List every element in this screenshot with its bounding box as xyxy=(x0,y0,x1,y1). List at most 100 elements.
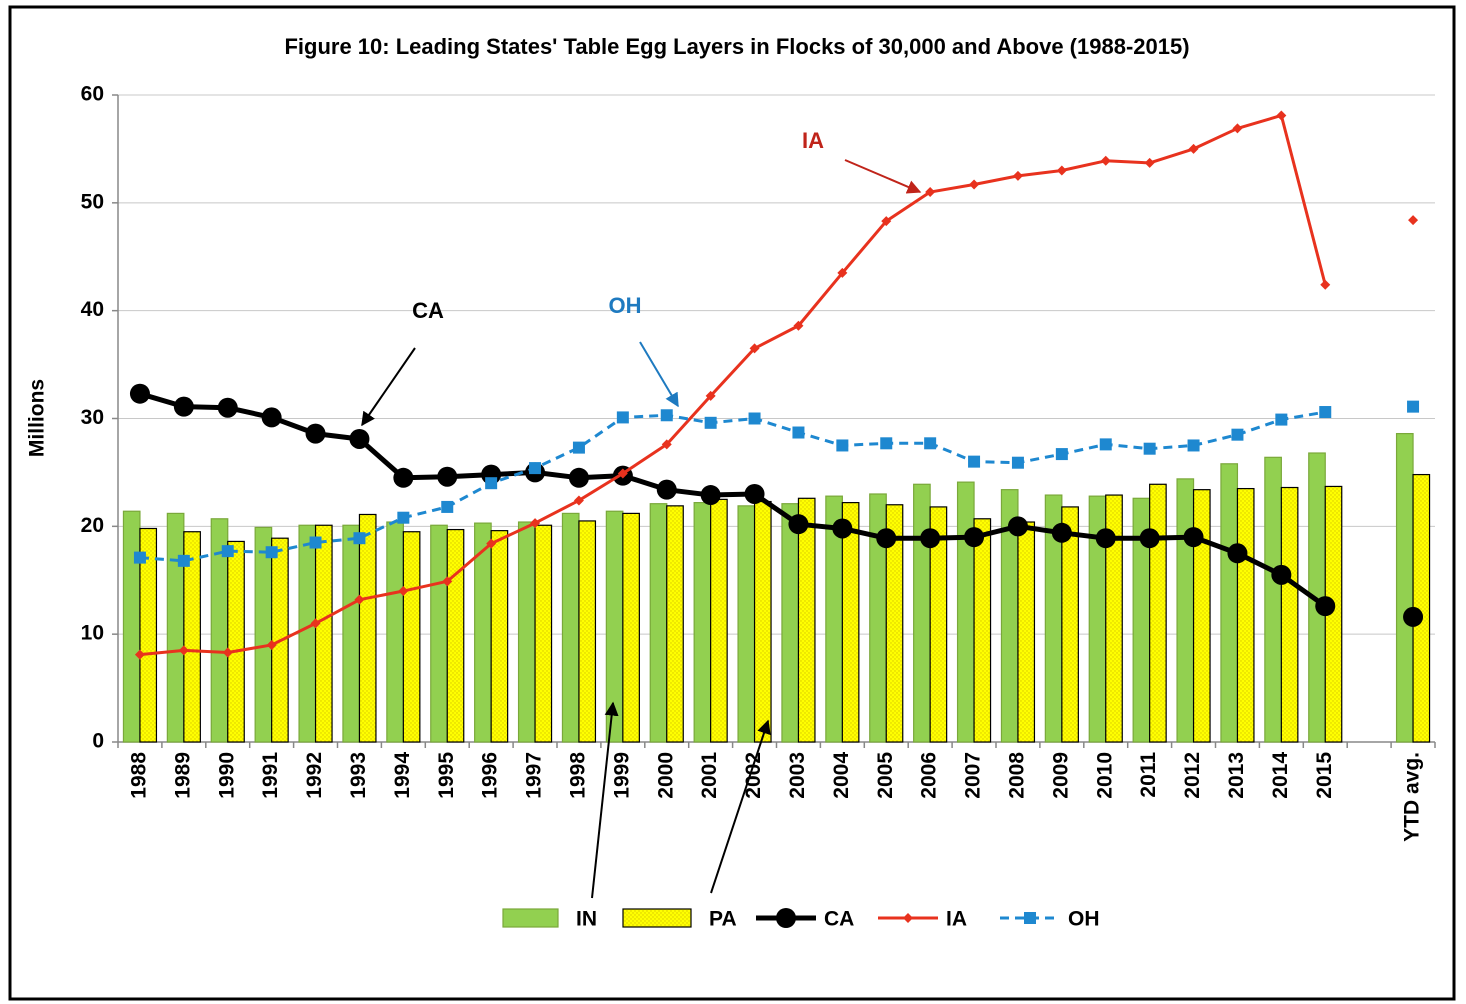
x-tick-label: 2015 xyxy=(1313,752,1336,799)
y-tick-label: 0 xyxy=(92,730,104,753)
point-marker xyxy=(1187,439,1200,452)
point-marker xyxy=(441,500,454,513)
x-tick-label: 1999 xyxy=(610,752,633,799)
x-tick-label: 1990 xyxy=(215,752,238,799)
bar xyxy=(649,503,668,743)
x-tick-label: 2014 xyxy=(1269,752,1292,799)
bar xyxy=(1105,494,1123,743)
bar xyxy=(693,502,712,743)
point-marker xyxy=(836,439,849,452)
point-marker xyxy=(129,383,150,404)
point-marker xyxy=(1144,157,1155,168)
point-marker xyxy=(397,511,410,524)
point-marker xyxy=(1276,110,1287,121)
legend-marker xyxy=(776,908,796,928)
bar xyxy=(1236,487,1255,743)
bar xyxy=(298,524,317,743)
x-tick-label: 1992 xyxy=(303,752,326,799)
point-marker xyxy=(1315,596,1336,617)
point-marker xyxy=(1099,438,1112,451)
bar xyxy=(1220,463,1239,743)
legend-label: IN xyxy=(576,908,597,931)
bar xyxy=(753,500,772,743)
x-tick-label: YTD avg. xyxy=(1401,752,1424,842)
x-tick-label: 2013 xyxy=(1225,752,1248,799)
bar xyxy=(561,512,580,743)
point-marker xyxy=(354,594,365,605)
bar xyxy=(841,502,860,743)
point-marker xyxy=(1320,279,1331,290)
point-marker xyxy=(748,412,761,425)
point-marker xyxy=(1055,448,1068,461)
annotation-arrow xyxy=(591,701,619,899)
point-marker xyxy=(265,546,278,559)
point-marker xyxy=(573,495,584,506)
point-marker xyxy=(924,437,937,450)
legend-swatch xyxy=(502,908,559,928)
point-marker xyxy=(485,477,498,490)
point-marker xyxy=(880,437,893,450)
x-tick-label: 2000 xyxy=(654,752,677,799)
point-marker xyxy=(704,416,717,429)
point-marker xyxy=(1319,406,1332,419)
bar xyxy=(1280,486,1299,743)
point-marker xyxy=(1232,123,1243,134)
x-tick-label: 2005 xyxy=(874,752,897,799)
bar xyxy=(1149,483,1167,743)
point-marker xyxy=(705,390,716,401)
point-marker xyxy=(134,649,145,660)
bar xyxy=(885,504,904,743)
bar xyxy=(227,540,245,743)
x-tick-label: 2002 xyxy=(742,752,765,799)
bar xyxy=(797,497,816,743)
x-tick-label: 2011 xyxy=(1137,752,1160,798)
point-marker xyxy=(1007,516,1028,537)
point-marker xyxy=(876,528,897,549)
point-marker xyxy=(133,551,146,564)
legend-marker xyxy=(1024,912,1036,924)
point-marker xyxy=(793,320,804,331)
annotation: OH xyxy=(609,293,642,318)
x-tick-label: 2003 xyxy=(786,752,809,799)
x-tick-label: 1989 xyxy=(171,752,194,799)
bar xyxy=(1264,456,1282,743)
x-tick-label: 1991 xyxy=(259,752,282,799)
bar xyxy=(929,506,948,743)
point-marker xyxy=(442,576,453,587)
point-marker xyxy=(616,411,629,424)
point-marker xyxy=(749,343,760,354)
point-marker xyxy=(177,554,190,567)
point-marker xyxy=(1271,564,1292,585)
x-tick-label: 1996 xyxy=(479,752,502,799)
bar xyxy=(781,503,800,743)
y-tick-label: 10 xyxy=(81,622,104,645)
bar xyxy=(139,527,158,743)
y-tick-label: 60 xyxy=(81,83,104,106)
point-marker xyxy=(1139,528,1160,549)
point-marker xyxy=(1011,456,1024,469)
annotation: IA xyxy=(802,128,824,153)
legend-label: PA xyxy=(709,908,737,931)
x-tick-label: 1994 xyxy=(391,752,414,799)
x-tick-label: 2006 xyxy=(918,752,941,799)
point-marker xyxy=(656,479,677,500)
point-marker xyxy=(1227,543,1248,564)
point-marker xyxy=(661,439,672,450)
legend-label: IA xyxy=(946,908,967,931)
point-marker xyxy=(398,586,409,597)
bar xyxy=(1061,506,1079,743)
x-tick-label: 2008 xyxy=(1005,752,1028,799)
point-marker xyxy=(529,462,542,475)
bar xyxy=(430,524,448,743)
x-tick-label: 1997 xyxy=(523,752,546,799)
point-marker xyxy=(968,455,981,468)
x-tick-label: 1998 xyxy=(566,752,589,799)
y-tick-label: 20 xyxy=(81,514,104,537)
point-marker xyxy=(1275,413,1288,426)
point-marker xyxy=(881,216,892,227)
bar xyxy=(122,510,141,743)
y-tick-label: 30 xyxy=(81,406,104,429)
point-marker xyxy=(310,618,321,629)
bar xyxy=(254,526,273,743)
